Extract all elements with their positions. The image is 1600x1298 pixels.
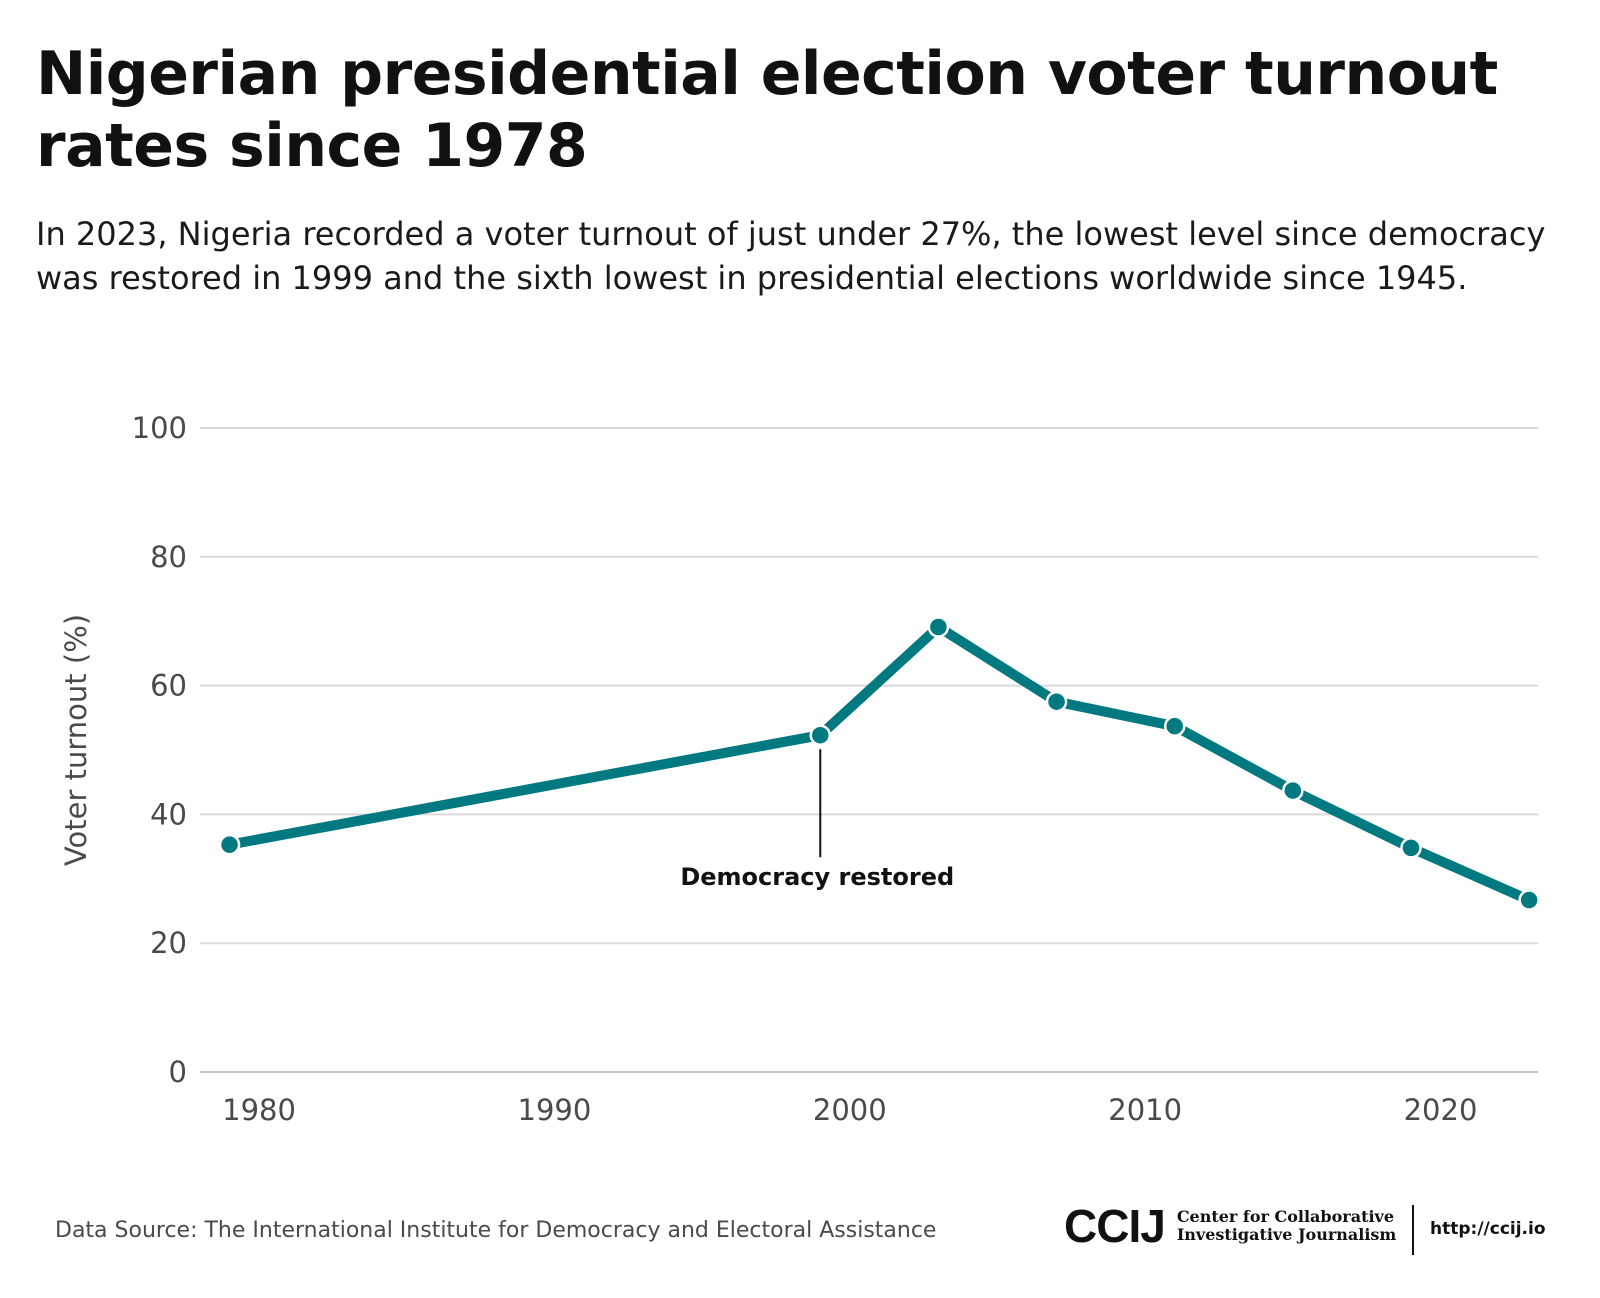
x-tick-label-1990: 1990 [518, 1093, 592, 1127]
data-point-1999 [809, 724, 832, 746]
x-tick-label-1980: 1980 [222, 1093, 296, 1127]
annotations: Democracy restored [680, 749, 954, 891]
ccij-url-link[interactable]: http://ccij.io [1430, 1219, 1546, 1239]
y-axis-ticks: 0 20 40 60 80 100 [132, 411, 187, 1089]
data-point-2003 [927, 616, 950, 638]
y-tick-label-100: 100 [132, 411, 187, 445]
x-tick-label-2020: 2020 [1404, 1093, 1478, 1127]
data-point-2011 [1163, 715, 1186, 737]
logo-name: Center for Collaborative Investigative J… [1177, 1208, 1397, 1244]
x-tick-label-2000: 2000 [813, 1093, 887, 1127]
logo-name-line1: Center for Collaborative [1176, 1207, 1395, 1226]
ccij-logo[interactable]: CCIJ Center for Collaborative Investigat… [1064, 1203, 1396, 1249]
y-tick-label-20: 20 [150, 926, 187, 960]
series-layer [218, 616, 1540, 911]
y-tick-label-60: 60 [150, 669, 187, 703]
data-point-2023 [1518, 889, 1540, 911]
data-point-1979 [218, 833, 241, 856]
x-tick-label-2010: 2010 [1108, 1093, 1182, 1127]
annotation-label-0: Democracy restored [680, 863, 954, 891]
logo-name-line2: Investigative Journalism [1176, 1225, 1397, 1244]
line-chart: 0 20 40 60 80 100 1980 1990 2000 2010 2020 Democr… [132, 411, 1540, 1127]
logo-mark: CCIJ [1064, 1200, 1166, 1252]
data-source-note: Data Source: The International Institute… [55, 1218, 937, 1243]
data-point-2015 [1282, 779, 1304, 802]
y-tick-label-40: 40 [150, 797, 187, 831]
data-point-2007 [1045, 690, 1068, 713]
chart-subtitle: In 2023, Nigeria recorded a voter turnou… [36, 215, 1546, 297]
gridlines [200, 427, 1538, 1073]
data-point-2019 [1400, 837, 1422, 859]
footer-divider [1412, 1205, 1414, 1255]
x-axis-ticks: 1980 1990 2000 2010 2020 [222, 1093, 1477, 1127]
y-tick-label-0: 0 [169, 1055, 187, 1089]
y-tick-label-80: 80 [150, 540, 187, 574]
series-line-0 [224, 621, 1535, 906]
chart-title: Nigerian presidential election voter tur… [36, 39, 1498, 181]
